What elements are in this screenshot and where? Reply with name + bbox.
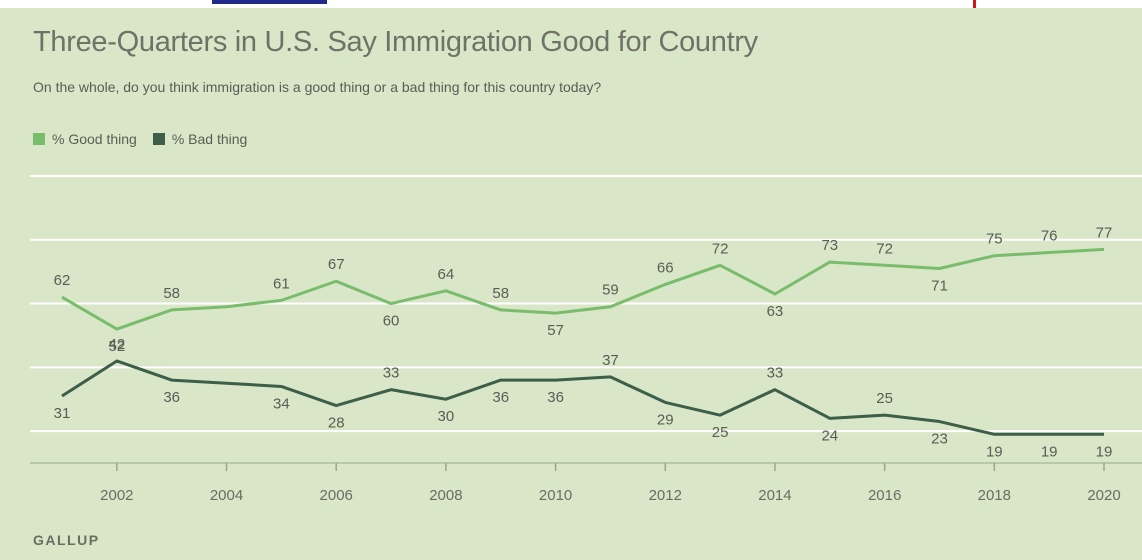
x-tick-label-2014: 2014: [758, 487, 791, 504]
top-strip-red-fragment: [973, 0, 976, 8]
legend-label-good: % Good thing: [52, 131, 137, 147]
legend-swatch-bad: [152, 133, 165, 145]
chart-legend: % Good thing % Bad thing: [33, 131, 247, 147]
data-label-bad-2013: 25: [712, 424, 729, 441]
data-label-good-2001: 62: [54, 272, 71, 289]
data-label-good-2006: 67: [328, 256, 345, 273]
x-tick-label-2002: 2002: [100, 487, 133, 504]
x-tick-label-2020: 2020: [1087, 487, 1120, 504]
data-label-bad-2017: 23: [931, 431, 948, 448]
data-label-bad-2019: 19: [1041, 443, 1058, 460]
data-label-good-2012: 66: [657, 259, 674, 276]
data-label-good-2020: 77: [1096, 224, 1113, 241]
data-label-good-2011: 59: [602, 282, 619, 299]
data-label-bad-2002: 42: [108, 336, 125, 353]
data-label-bad-2020: 19: [1096, 443, 1113, 460]
data-label-good-2018: 75: [986, 231, 1003, 248]
data-label-good-2014: 63: [767, 303, 784, 320]
data-label-good-2019: 76: [1041, 228, 1058, 245]
data-label-good-2010: 57: [547, 322, 564, 339]
x-tick-label-2018: 2018: [978, 487, 1011, 504]
series-line-good: [61, 247, 1105, 331]
source-label: GALLUP: [33, 532, 100, 548]
data-label-bad-2009: 36: [492, 389, 509, 406]
legend-swatch-good: [33, 133, 45, 145]
x-tick-label-2016: 2016: [868, 487, 901, 504]
data-label-good-2009: 58: [492, 285, 509, 302]
data-label-bad-2016: 25: [876, 390, 893, 407]
top-strip: [0, 0, 1142, 8]
data-label-bad-2018: 19: [986, 443, 1003, 460]
x-tick-label-2006: 2006: [320, 487, 353, 504]
data-label-good-2005: 61: [273, 275, 290, 292]
data-label-good-2017: 71: [931, 277, 948, 294]
data-label-bad-2014: 33: [767, 365, 784, 382]
x-tick-label-2010: 2010: [539, 487, 572, 504]
data-label-bad-2003: 36: [163, 389, 180, 406]
data-label-good-2002: 52: [108, 338, 125, 355]
data-label-good-2003: 58: [163, 285, 180, 302]
x-tick-label-2004: 2004: [210, 487, 243, 504]
data-label-bad-2006: 28: [328, 415, 345, 432]
data-label-good-2015: 73: [821, 237, 838, 254]
data-label-good-2016: 72: [876, 240, 893, 257]
data-label-bad-2015: 24: [821, 427, 838, 444]
data-label-bad-2010: 36: [547, 389, 564, 406]
chart-title: Three-Quarters in U.S. Say Immigration G…: [33, 26, 758, 58]
data-label-good-2013: 72: [712, 240, 729, 257]
data-label-bad-2012: 29: [657, 411, 674, 428]
x-tick-label-2012: 2012: [649, 487, 682, 504]
data-label-bad-2011: 37: [602, 352, 619, 369]
legend-item-good: % Good thing: [33, 131, 137, 147]
data-label-bad-2007: 33: [383, 365, 400, 382]
series-line-bad: [61, 359, 1104, 436]
legend-item-bad: % Bad thing: [152, 131, 248, 147]
chart-subtitle: On the whole, do you think immigration i…: [33, 79, 602, 95]
data-label-good-2007: 60: [383, 313, 400, 330]
data-label-good-2008: 64: [438, 266, 455, 283]
data-label-bad-2005: 34: [273, 395, 290, 412]
x-tick-label-2008: 2008: [429, 487, 462, 504]
top-strip-blue-fragment: [212, 0, 327, 4]
legend-label-bad: % Bad thing: [171, 131, 248, 147]
data-label-bad-2001: 31: [54, 405, 71, 422]
data-label-bad-2008: 30: [438, 408, 455, 425]
